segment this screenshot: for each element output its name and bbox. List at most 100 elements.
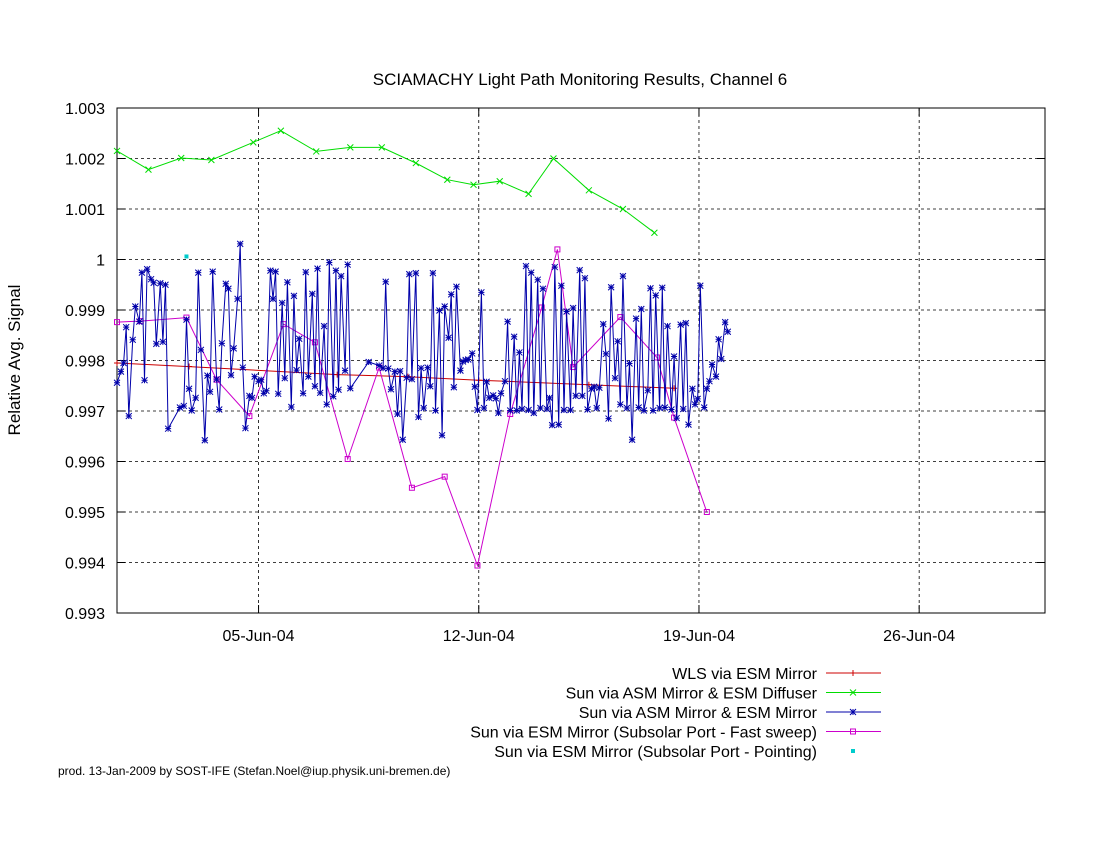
data-point [189, 407, 195, 413]
data-point [267, 268, 273, 274]
data-point [160, 339, 166, 345]
data-point [537, 405, 543, 411]
data-point [207, 389, 213, 395]
data-point [603, 351, 609, 357]
data-point [165, 426, 171, 432]
data-point [478, 289, 484, 295]
data-point [722, 319, 728, 325]
data-point [210, 269, 216, 275]
legend-marker [851, 749, 855, 753]
legend-marker [850, 709, 856, 715]
data-point [132, 303, 138, 309]
data-point [645, 387, 651, 393]
data-point [333, 268, 339, 274]
data-point [516, 349, 522, 355]
data-point [713, 374, 719, 380]
data-point [418, 365, 424, 371]
data-point [317, 390, 323, 396]
data-point [409, 376, 415, 382]
data-point [183, 317, 189, 323]
data-point [552, 264, 558, 270]
data-point [641, 407, 647, 413]
data-point [204, 373, 210, 379]
data-point [231, 345, 237, 351]
data-point [413, 160, 419, 166]
x-tick-label: 05-Jun-04 [223, 628, 295, 645]
data-point [523, 263, 529, 269]
data-point [181, 403, 187, 409]
data-point [345, 262, 351, 268]
data-point [568, 407, 574, 413]
data-point [570, 305, 576, 311]
data-point [585, 406, 591, 412]
series-line [117, 249, 707, 565]
data-point [342, 368, 348, 374]
data-point [136, 319, 142, 325]
chart-title: SCIAMACHY Light Path Monitoring Results,… [373, 70, 788, 89]
data-point [442, 303, 448, 309]
data-point [662, 404, 668, 410]
y-tick-label: 0.996 [65, 455, 105, 472]
y-tick-label: 0.998 [65, 354, 105, 371]
y-tick-label: 0.997 [65, 404, 105, 421]
data-point [472, 384, 478, 390]
data-point [493, 395, 499, 401]
data-point [647, 285, 653, 291]
data-point [596, 385, 602, 391]
data-point [633, 316, 639, 322]
data-point [383, 279, 389, 285]
data-point [674, 415, 680, 421]
data-point [716, 336, 722, 342]
data-point [151, 280, 157, 286]
data-point [242, 425, 248, 431]
data-point [689, 386, 695, 392]
data-point [453, 284, 459, 290]
data-point [695, 396, 701, 402]
data-point [544, 406, 550, 412]
series-layer [114, 128, 731, 568]
legend-label: Sun via ESM Mirror (Subsolar Port - Fast… [470, 725, 817, 742]
data-point [561, 407, 567, 413]
data-point [366, 359, 372, 365]
data-point [526, 191, 532, 197]
data-point [436, 308, 442, 314]
data-point [671, 353, 677, 359]
data-point [507, 407, 513, 413]
data-point [685, 422, 691, 428]
data-point [514, 407, 520, 413]
data-point [502, 378, 508, 384]
data-point [573, 393, 579, 399]
data-point [282, 375, 288, 381]
data-point [704, 386, 710, 392]
data-point [400, 437, 406, 443]
data-point [309, 291, 315, 297]
data-point [582, 275, 588, 281]
data-point [427, 383, 433, 389]
data-point [288, 404, 294, 410]
data-point [448, 291, 454, 297]
data-point [629, 437, 635, 443]
data-point [142, 377, 148, 383]
data-point [385, 366, 391, 372]
data-point [278, 128, 284, 134]
data-point [531, 410, 537, 416]
legend-label: Sun via ESM Mirror (Subsolar Port - Poin… [494, 744, 817, 761]
data-point [118, 369, 124, 375]
data-point [388, 386, 394, 392]
data-point [425, 365, 431, 371]
data-point [421, 405, 427, 411]
data-point [469, 350, 475, 356]
data-point [321, 323, 327, 329]
data-point [594, 405, 600, 411]
data-point [300, 390, 306, 396]
data-point [617, 401, 623, 407]
series-sun-via-asm-mirror-esm-mirror [114, 241, 731, 443]
data-point [709, 362, 715, 368]
data-point [451, 384, 457, 390]
data-point [303, 269, 309, 275]
data-point [336, 387, 342, 393]
data-point [148, 276, 154, 282]
data-point [481, 405, 487, 411]
data-point [484, 379, 490, 385]
data-point [198, 347, 204, 353]
